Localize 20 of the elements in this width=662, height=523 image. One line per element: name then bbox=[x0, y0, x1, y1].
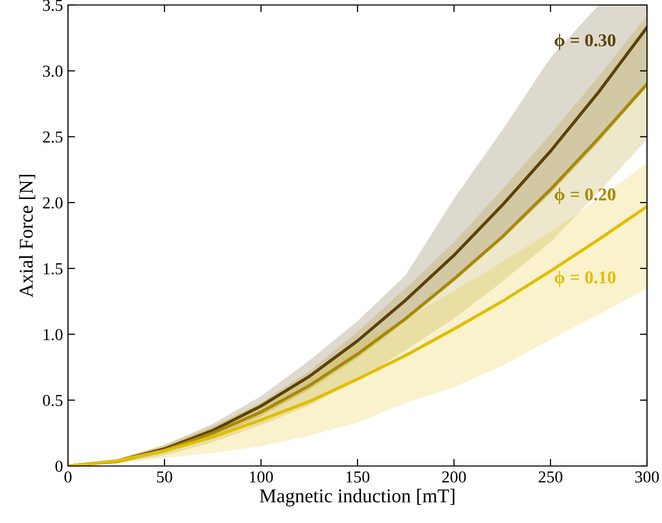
series-label: ϕ = 0.30 bbox=[554, 34, 616, 50]
y-tick-label: 0.5 bbox=[42, 394, 62, 406]
x-tick-label: 300 bbox=[635, 471, 659, 483]
x-tick-label: 200 bbox=[442, 471, 466, 483]
y-tick-label: 2.0 bbox=[43, 197, 63, 209]
x-tick-label: 250 bbox=[538, 471, 562, 483]
x-tick-label: 150 bbox=[346, 471, 370, 483]
y-axis-title: Axial Force [N] bbox=[19, 174, 36, 298]
x-tick-label: 50 bbox=[157, 471, 172, 483]
y-tick-label: 1.5 bbox=[44, 263, 62, 274]
x-tick-label: 100 bbox=[250, 471, 273, 483]
x-axis-title: Magnetic induction [mT] bbox=[260, 488, 454, 506]
series-label: ϕ = 0.20 bbox=[554, 188, 616, 204]
y-tick-label: 0 bbox=[55, 460, 63, 472]
series-label: ϕ = 0.10 bbox=[554, 270, 616, 288]
y-tick-label: 3.5 bbox=[43, 0, 62, 12]
y-tick-label: 3.0 bbox=[43, 66, 63, 77]
y-tick-label: 2.5 bbox=[43, 131, 62, 143]
x-tick-label: 0 bbox=[64, 471, 72, 483]
y-tick-label: 1.0 bbox=[44, 328, 63, 340]
